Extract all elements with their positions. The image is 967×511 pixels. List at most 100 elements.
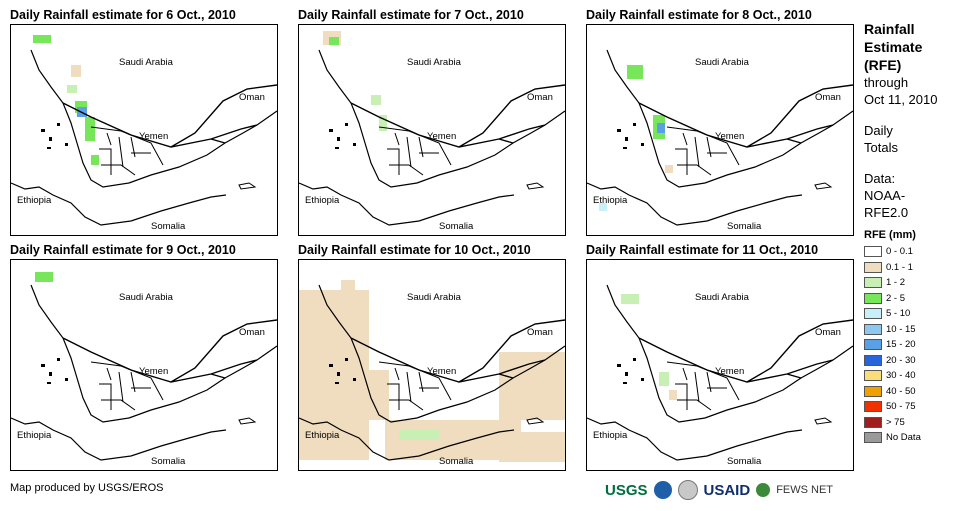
legend-item: > 75 bbox=[864, 415, 964, 431]
legend-title: RFE (mm) bbox=[864, 229, 916, 241]
map-label-somalia: Somalia bbox=[151, 221, 186, 232]
map-label-somalia: Somalia bbox=[727, 221, 762, 232]
legend-item: No Data bbox=[864, 430, 964, 446]
map-label-yemen: Yemen bbox=[427, 131, 457, 142]
legend-panel: Rainfall Estimate (RFE) through Oct 11, … bbox=[864, 20, 964, 446]
panel-title: Daily Rainfall estimate for 10 Oct., 201… bbox=[298, 243, 531, 257]
map-label-yemen: Yemen bbox=[427, 366, 457, 377]
legend-swatch bbox=[864, 308, 882, 320]
legend-swatch bbox=[864, 385, 882, 397]
legend-swatch bbox=[864, 416, 882, 428]
legend-item: 0.1 - 1 bbox=[864, 260, 964, 276]
map-label-ethiopia: Ethiopia bbox=[17, 430, 52, 441]
map-panel: Daily Rainfall estimate for 7 Oct., 2010… bbox=[298, 6, 566, 236]
map-geography bbox=[587, 49, 853, 226]
map-label-yemen: Yemen bbox=[715, 366, 745, 377]
map-label-saudi: Saudi Arabia bbox=[119, 57, 173, 68]
rainfall-map: Saudi Arabia Oman Yemen Ethiopia Somalia bbox=[298, 259, 566, 471]
legend-swatch bbox=[864, 354, 882, 366]
panel-title: Daily Rainfall estimate for 6 Oct., 2010 bbox=[10, 8, 236, 22]
rainfall-map: Saudi Arabia Oman Yemen Ethiopia Somalia bbox=[10, 259, 278, 471]
side-title-3: (RFE) bbox=[864, 57, 902, 73]
legend-label: 10 - 15 bbox=[886, 323, 916, 335]
panel-title: Daily Rainfall estimate for 11 Oct., 201… bbox=[586, 243, 819, 257]
legend-swatch bbox=[864, 339, 882, 351]
logo-bar: USGS USAID FEWS NET bbox=[605, 480, 833, 500]
map-panel: Daily Rainfall estimate for 9 Oct., 2010… bbox=[10, 241, 278, 471]
fews-globe-icon bbox=[756, 483, 771, 497]
side-date: Oct 11, 2010 bbox=[864, 92, 938, 107]
map-label-oman: Oman bbox=[815, 327, 841, 338]
legend-item: 0 - 0.1 bbox=[864, 244, 964, 260]
map-label-saudi: Saudi Arabia bbox=[695, 57, 749, 68]
legend-item: 1 - 2 bbox=[864, 275, 964, 291]
map-panel: Daily Rainfall estimate for 11 Oct., 201… bbox=[586, 241, 854, 471]
legend-label: 0.1 - 1 bbox=[886, 261, 913, 273]
map-label-yemen: Yemen bbox=[139, 366, 169, 377]
legend-swatch bbox=[864, 401, 882, 413]
usaid-seal-icon bbox=[677, 480, 698, 500]
map-label-oman: Oman bbox=[239, 92, 265, 103]
legend-label: 15 - 20 bbox=[886, 339, 916, 351]
map-label-somalia: Somalia bbox=[727, 456, 762, 467]
fews-logo: FEWS NET bbox=[776, 484, 834, 496]
rainfall-map: Saudi Arabia Oman Yemen Ethiopia Somalia bbox=[10, 24, 278, 236]
side-title-1: Rainfall bbox=[864, 21, 915, 37]
legend-item: 5 - 10 bbox=[864, 306, 964, 322]
map-label-somalia: Somalia bbox=[439, 456, 474, 467]
map-geography bbox=[587, 284, 853, 461]
map-label-oman: Oman bbox=[527, 92, 553, 103]
map-label-yemen: Yemen bbox=[139, 131, 169, 142]
legend-swatch bbox=[864, 246, 882, 258]
map-label-ethiopia: Ethiopia bbox=[17, 195, 52, 206]
legend-label: No Data bbox=[886, 432, 921, 444]
credit-text: Map produced by USGS/EROS bbox=[10, 482, 164, 494]
map-label-saudi: Saudi Arabia bbox=[407, 292, 461, 303]
map-label-oman: Oman bbox=[815, 92, 841, 103]
rainfall-map: Saudi Arabia Oman Yemen Ethiopia Somalia bbox=[298, 24, 566, 236]
legend-swatch bbox=[864, 261, 882, 273]
map-label-ethiopia: Ethiopia bbox=[305, 195, 340, 206]
map-label-somalia: Somalia bbox=[151, 456, 186, 467]
legend-swatch bbox=[864, 370, 882, 382]
legend-label: 2 - 5 bbox=[886, 292, 906, 304]
map-panel: Daily Rainfall estimate for 10 Oct., 201… bbox=[298, 241, 566, 471]
legend-label: 40 - 50 bbox=[886, 385, 916, 397]
noaa-logo-icon bbox=[653, 481, 672, 499]
legend-item: 50 - 75 bbox=[864, 399, 964, 415]
legend-swatch bbox=[864, 292, 882, 304]
legend-swatch bbox=[864, 432, 882, 444]
side-through: through bbox=[864, 75, 909, 90]
map-label-ethiopia: Ethiopia bbox=[593, 195, 628, 206]
legend-item: 2 - 5 bbox=[864, 291, 964, 307]
rainfall-map: Saudi Arabia Oman Yemen Ethiopia Somalia bbox=[586, 24, 854, 236]
legend-label: 30 - 40 bbox=[886, 370, 916, 382]
side-data-2: RFE2.0 bbox=[864, 205, 909, 220]
legend-swatch bbox=[864, 323, 882, 335]
map-label-oman: Oman bbox=[239, 327, 265, 338]
map-label-saudi: Saudi Arabia bbox=[407, 57, 461, 68]
legend-item: 30 - 40 bbox=[864, 368, 964, 384]
legend-item: 10 - 15 bbox=[864, 322, 964, 338]
map-geography bbox=[299, 280, 565, 462]
legend-label: 5 - 10 bbox=[886, 308, 911, 320]
side-data-1: NOAA- bbox=[864, 188, 906, 203]
map-label-somalia: Somalia bbox=[439, 221, 474, 232]
usaid-logo: USAID bbox=[703, 481, 751, 499]
legend-label: > 75 bbox=[886, 416, 905, 428]
legend-swatch bbox=[864, 277, 882, 289]
side-title-2: Estimate bbox=[864, 39, 923, 55]
side-daily: Daily bbox=[864, 123, 893, 138]
legend-item: 40 - 50 bbox=[864, 384, 964, 400]
panel-title: Daily Rainfall estimate for 7 Oct., 2010 bbox=[298, 8, 524, 22]
map-label-saudi: Saudi Arabia bbox=[119, 292, 173, 303]
map-geography bbox=[11, 35, 277, 226]
legend-list: 0 - 0.1 0.1 - 1 1 - 2 2 - 5 5 - 10 10 - 15 15 … bbox=[864, 244, 964, 446]
legend-item: 20 - 30 bbox=[864, 353, 964, 369]
usgs-logo: USGS bbox=[605, 481, 648, 499]
panel-title: Daily Rainfall estimate for 8 Oct., 2010 bbox=[586, 8, 812, 22]
map-label-yemen: Yemen bbox=[715, 131, 745, 142]
map-label-saudi: Saudi Arabia bbox=[695, 292, 749, 303]
panel-title: Daily Rainfall estimate for 9 Oct., 2010 bbox=[10, 243, 236, 257]
map-label-ethiopia: Ethiopia bbox=[305, 430, 340, 441]
